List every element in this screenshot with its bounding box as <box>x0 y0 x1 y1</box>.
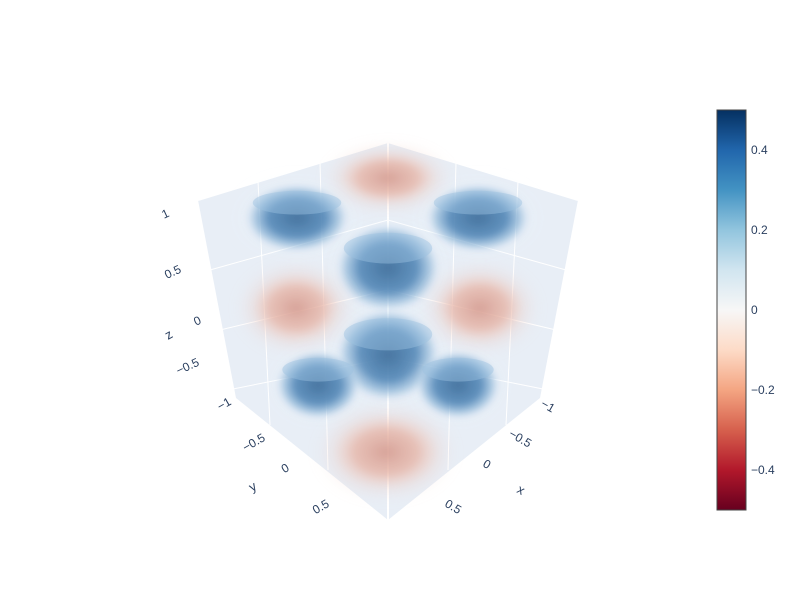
z-tick-label: 0.5 <box>162 262 183 282</box>
volume-blobs <box>226 142 549 501</box>
colorbar-tick-label: 0 <box>751 303 758 317</box>
colorbar-ticks: 0.4 0.2 0 −0.2 −0.4 <box>751 143 775 477</box>
y-tick-label: 0 <box>279 460 292 476</box>
volume-blob-lower-left <box>261 339 375 431</box>
volume-blob-bottom-center <box>315 403 457 501</box>
x-tick-label: 0 <box>481 456 494 472</box>
y-tick-label: −0.5 <box>240 430 268 454</box>
volume-blob-lower-right <box>401 339 515 431</box>
x-tick-label: −0.5 <box>507 426 535 450</box>
x-tick-label: 0.5 <box>443 496 465 517</box>
z-tick-label: 0 <box>191 313 203 329</box>
colorbar: 0.4 0.2 0 −0.2 −0.4 <box>716 109 775 511</box>
y-axis-title: y <box>246 478 260 494</box>
x-tick-label: −1 <box>539 396 558 415</box>
z-axis-title: z <box>162 326 175 342</box>
colorbar-bar <box>716 109 747 511</box>
y-tick-label: 0.5 <box>310 496 332 517</box>
colorbar-tick-label: 0.4 <box>751 143 768 157</box>
colorbar-tick-label: −0.2 <box>751 383 775 397</box>
colorbar-tick-label: −0.4 <box>751 463 775 477</box>
y-tick-label: −1 <box>215 394 234 413</box>
z-tick-label: 1 <box>159 206 171 222</box>
z-tick-label: −0.5 <box>174 355 202 378</box>
x-axis-title: x <box>515 482 529 498</box>
colorbar-tick-label: 0.2 <box>751 223 768 237</box>
z-axis-ticks: −0.5 0 0.5 1 <box>159 206 203 378</box>
